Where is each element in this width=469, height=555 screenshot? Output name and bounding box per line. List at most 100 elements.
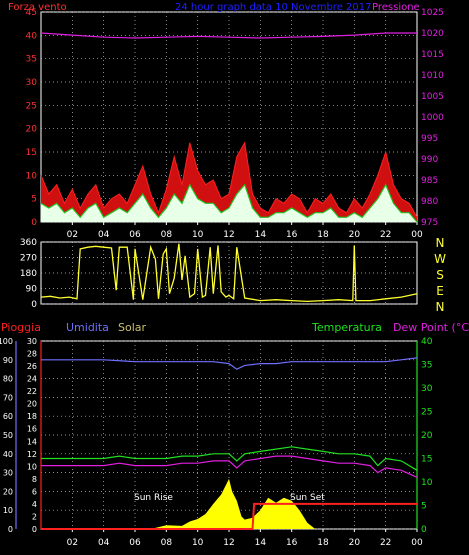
temperature-axis-tick-label: 25: [421, 408, 432, 418]
temperature-axis-tick-label: 20: [421, 431, 433, 441]
rain-axis-tick-label: 4: [32, 500, 37, 509]
direction-axis-tick-label: 360: [20, 238, 37, 248]
x-tick-label: 00: [411, 230, 423, 240]
rain-axis-tick-label: 12: [27, 450, 37, 459]
wind-series-line: [40, 183, 418, 223]
wind-axis-tick-label: 35: [26, 55, 37, 65]
temperature-axis-tick-label: 30: [421, 384, 433, 394]
wind-axis-tick-label: 30: [26, 78, 38, 88]
direction-series-line: [40, 243, 418, 303]
compass-label: E: [436, 284, 444, 298]
wind-axis-tick-label: 40: [26, 31, 38, 41]
x-tick-label: 08: [161, 538, 173, 548]
temperature-axis-tick-label: 40: [421, 337, 433, 347]
x-tick-label: 22: [380, 538, 391, 548]
x-tick-label: 14: [255, 538, 267, 548]
pressure-axis-tick-label: 995: [421, 134, 438, 144]
wind-axis-tick-label: 10: [26, 171, 38, 181]
pressure-axis-tick-label: 980: [421, 197, 438, 207]
x-tick-label: 20: [349, 538, 361, 548]
direction-axis-tick-label: 180: [20, 269, 37, 279]
pressure-series-line: [40, 32, 417, 39]
humidity-axis-tick-label: 50: [3, 431, 13, 440]
label-rain: Pioggia: [1, 321, 41, 334]
pressure-axis-tick-label: 1005: [421, 92, 444, 102]
temperature-axis-tick-label: 5: [421, 502, 427, 512]
rain-axis-tick-label: 22: [27, 387, 37, 396]
direction-axis-tick-label: 0: [31, 300, 37, 310]
rain-axis-tick-label: 0: [32, 525, 37, 534]
x-tick-label: 22: [380, 230, 391, 240]
compass-label: N: [436, 300, 445, 314]
humidity-axis-tick-label: 30: [3, 469, 13, 478]
x-tick-label: 02: [67, 230, 78, 240]
compass-label: N: [436, 236, 445, 250]
plot-layer: [40, 32, 418, 530]
x-tick-label: 04: [98, 538, 110, 548]
wind-axis-tick-label: 20: [26, 125, 38, 135]
rain-series-line: [41, 502, 417, 530]
rain-axis-tick-label: 20: [27, 400, 37, 409]
x-tick-label: 16: [286, 538, 298, 548]
humidity-axis-tick-label: 80: [3, 375, 13, 384]
temperature-axis-tick-label: 35: [421, 361, 432, 371]
x-tick-label: 16: [286, 230, 298, 240]
solar-area: [41, 478, 417, 529]
x-tick-label: 18: [317, 230, 329, 240]
rain-axis-tick-label: 18: [27, 412, 37, 421]
humidity-series-line: [41, 357, 418, 370]
temperature-series-line: [41, 446, 418, 471]
x-tick-label: 10: [192, 538, 204, 548]
humidity-axis-tick-label: 10: [3, 506, 13, 515]
dewpoint-series-line: [41, 455, 418, 478]
x-tick-label: 18: [317, 538, 329, 548]
wind-axis-tick-label: 0: [31, 218, 37, 228]
sun-rise-label: Sun Rise: [134, 493, 173, 503]
humidity-axis-tick-label: 40: [3, 450, 13, 459]
temperature-axis-tick-label: 0: [421, 525, 427, 535]
pressure-axis-tick-label: 1000: [421, 113, 444, 123]
pressure-axis-tick-label: 975: [421, 218, 438, 228]
compass-label: W: [434, 252, 446, 266]
temperature-axis-tick-label: 15: [421, 455, 432, 465]
label-dewpoint: Dew Point (°C): [393, 321, 469, 334]
wind-axis-tick-label: 5: [31, 195, 37, 205]
humidity-axis-tick-label: 60: [3, 412, 13, 421]
rain-axis-tick-label: 10: [27, 462, 37, 471]
wind-axis-tick-label: 45: [26, 8, 37, 18]
humidity-axis-tick-label: 90: [3, 356, 13, 365]
chart-title: 24 hour graph data 10 Novembre 2017: [175, 2, 371, 13]
humidity-axis-tick-label: 70: [3, 393, 13, 402]
pressure-axis-tick-label: 1025: [421, 8, 444, 18]
label-humidity: Umidita: [66, 321, 109, 334]
wind-axis-tick-label: 15: [26, 148, 37, 158]
humidity-axis-tick-label: 20: [3, 487, 13, 496]
x-tick-label: 06: [129, 230, 141, 240]
humidity-axis-tick-label: 100: [0, 337, 13, 346]
x-tick-label: 12: [223, 230, 234, 240]
rain-axis-tick-label: 28: [27, 350, 37, 359]
humidity-axis-tick-label: 0: [8, 525, 13, 534]
rain-axis-tick-label: 30: [27, 337, 37, 346]
pressure-axis-tick-label: 1010: [421, 71, 444, 81]
x-tick-label: 04: [98, 230, 110, 240]
pressure-axis-tick-label: 985: [421, 176, 438, 186]
chart-header-left: Forza vento: [8, 2, 67, 13]
x-tick-label: 12: [223, 538, 234, 548]
pressure-axis-tick-label: 1015: [421, 50, 444, 60]
x-tick-label: 02: [67, 538, 78, 548]
x-tick-label: 20: [349, 230, 361, 240]
label-temperature: Temperatura: [311, 321, 382, 334]
rain-axis-tick-label: 6: [32, 487, 37, 496]
x-tick-label: 06: [129, 538, 141, 548]
x-tick-label: 14: [255, 230, 267, 240]
pressure-axis-tick-label: 990: [421, 155, 438, 165]
pressure-axis-tick-label: 1020: [421, 29, 444, 39]
gust-area: [41, 142, 417, 222]
temperature-axis-tick-label: 10: [421, 478, 433, 488]
compass-label: S: [436, 268, 444, 282]
wind-axis-tick-label: 25: [26, 101, 37, 111]
direction-axis-tick-label: 270: [20, 254, 37, 264]
